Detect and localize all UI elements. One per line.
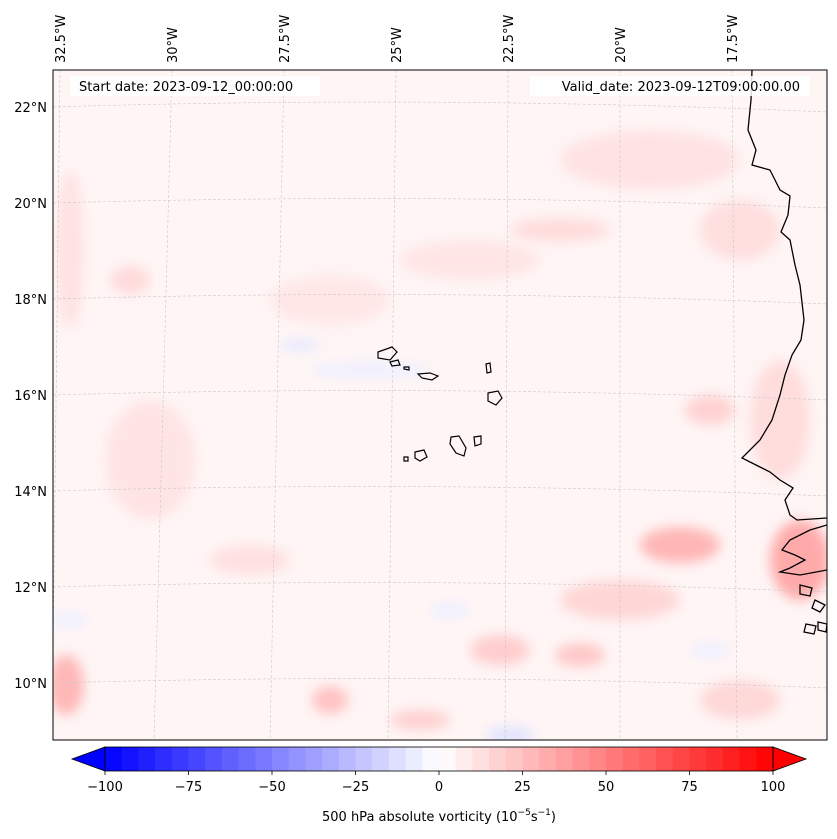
colorbar-cell (205, 747, 223, 771)
colorbar-cell (372, 747, 390, 771)
lon-label: 30°W (166, 27, 181, 63)
lat-label: 12°N (14, 581, 47, 596)
longitude-labels: 32.5°W 30°W 27.5°W 25°W 22.5°W 20°W 17.5… (54, 15, 741, 63)
colorbar-cell (756, 747, 774, 771)
coastlines (740, 70, 827, 635)
colorbar-ticks (104, 771, 774, 775)
colorbar-cell (105, 747, 123, 771)
colorbar-cell (555, 747, 573, 771)
lon-label: 25°W (390, 27, 405, 63)
cape-verde-islands (377, 346, 503, 462)
colorbar-cell (689, 747, 707, 771)
valid-date-label: Valid_date: 2023-09-12T09:00:00.00 (562, 80, 800, 95)
colorbar-tick-labels: −100 −75 −50 −25 0 25 50 75 100 (87, 780, 785, 795)
colorbar-cell (255, 747, 273, 771)
colorbar-cell (188, 747, 206, 771)
colorbar-tick-label: −75 (175, 780, 202, 795)
colorbar-tick-label: 25 (514, 780, 531, 795)
colorbar-cell (288, 747, 306, 771)
lon-label: 22.5°W (502, 15, 517, 63)
colorbar-cell (439, 747, 457, 771)
colorbar-tick-label: 0 (435, 780, 443, 795)
colorbar-cell (539, 747, 557, 771)
colorbar-tick-label: 50 (598, 780, 615, 795)
island-santo-antao (377, 346, 398, 361)
colorbar-cell (422, 747, 440, 771)
island-brava (403, 456, 409, 462)
colorbar-tick-label: −100 (87, 780, 123, 795)
senegambia-coast (777, 524, 827, 576)
colorbar-extend-min (70, 746, 106, 772)
colorbar-cell (639, 747, 657, 771)
island-sal (485, 362, 492, 374)
african-coastline (740, 70, 827, 521)
colorbar-cell (522, 747, 540, 771)
colorbar-cell (405, 747, 423, 771)
colorbar-cell (706, 747, 724, 771)
colorbar-cell (622, 747, 640, 771)
lat-label: 20°N (14, 197, 47, 212)
vorticity-contours (53, 130, 827, 740)
valid-date-box (530, 76, 810, 96)
lat-label: 22°N (14, 101, 47, 116)
colorbar-cell (388, 747, 406, 771)
colorbar-tick-label: 100 (761, 780, 786, 795)
graticule (53, 70, 827, 740)
colorbar: −100 −75 −50 −25 0 25 50 75 100 500 hPa … (70, 746, 808, 825)
lat-label: 16°N (14, 389, 47, 404)
latitude-labels: 22°N 20°N 18°N 16°N 14°N 12°N 10°N (14, 101, 47, 692)
colorbar-cell (238, 747, 256, 771)
start-date-label: Start date: 2023-09-12_00:00:00 (79, 80, 293, 95)
colorbar-cell (455, 747, 473, 771)
colorbar-cell (322, 747, 340, 771)
colorbar-cell (171, 747, 189, 771)
colorbar-cell (722, 747, 740, 771)
island-maio (473, 435, 482, 447)
colorbar-cell (606, 747, 624, 771)
colorbar-tick-label: 75 (681, 780, 698, 795)
island-sao-nicolau (416, 372, 440, 381)
colorbar-cell (472, 747, 490, 771)
guinea-bissau-islands (799, 584, 827, 635)
colorbar-cell (121, 747, 139, 771)
island-sao-vicente (389, 359, 401, 367)
lon-label: 27.5°W (278, 15, 293, 63)
island-santiago (449, 435, 467, 457)
colorbar-cells (105, 747, 774, 771)
colorbar-cell (672, 747, 690, 771)
colorbar-cell (572, 747, 590, 771)
lat-label: 14°N (14, 485, 47, 500)
map-frame (52, 69, 828, 741)
colorbar-cell (338, 747, 356, 771)
colorbar-cell (489, 747, 507, 771)
colorbar-tick-label: −25 (342, 780, 369, 795)
island-boa-vista (487, 390, 503, 406)
colorbar-cell (355, 747, 373, 771)
lon-label: 17.5°W (726, 15, 741, 63)
colorbar-cell (305, 747, 323, 771)
colorbar-extend-max (772, 746, 808, 772)
colorbar-cell (155, 747, 173, 771)
colorbar-cell (589, 747, 607, 771)
colorbar-cell (739, 747, 757, 771)
island-santa-luzia (403, 366, 410, 371)
island-fogo (414, 449, 428, 462)
colorbar-cell (138, 747, 156, 771)
lat-label: 10°N (14, 677, 47, 692)
colorbar-cell (272, 747, 290, 771)
lon-label: 32.5°W (54, 15, 69, 63)
colorbar-cell (221, 747, 239, 771)
start-date-box (70, 76, 320, 96)
lon-label: 20°W (614, 27, 629, 63)
lat-label: 18°N (14, 293, 47, 308)
map-plot-area: Start date: 2023-09-12_00:00:00 Valid_da… (53, 70, 827, 740)
colorbar-label: 500 hPa absolute vorticity (10−5s−1) (322, 808, 556, 825)
colorbar-cell (505, 747, 523, 771)
colorbar-tick-label: −50 (258, 780, 285, 795)
colorbar-cell (656, 747, 674, 771)
